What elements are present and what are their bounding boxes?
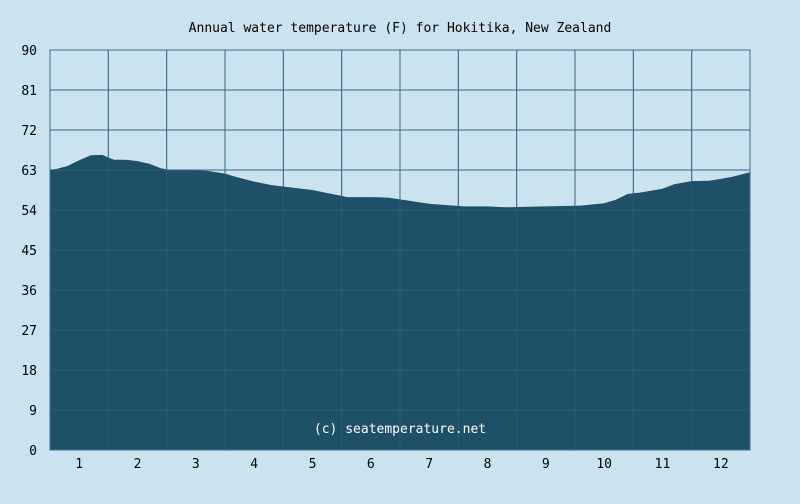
x-tick-label: 7 [425,457,433,472]
y-tick-label: 9 [29,404,37,419]
x-tick-label: 5 [309,457,317,472]
chart-title: Annual water temperature (F) for Hokitik… [189,21,612,36]
grid-overlay [49,49,751,451]
y-tick-label: 27 [21,324,37,339]
x-axis-ticks: 1 2 3 4 5 6 7 8 9 10 11 12 [75,457,728,472]
plot-frame [49,49,751,451]
x-tick-label: 9 [542,457,550,472]
y-tick-label: 0 [29,444,37,459]
y-tick-label: 72 [21,124,37,139]
y-tick-label: 45 [21,244,37,259]
y-tick-label: 63 [21,164,37,179]
x-tick-label: 4 [250,457,258,472]
x-tick-label: 12 [713,457,729,472]
y-tick-label: 18 [21,364,37,379]
y-tick-label: 90 [21,44,37,59]
x-tick-label: 11 [655,457,671,472]
y-tick-label: 36 [21,284,37,299]
x-tick-label: 10 [596,457,612,472]
y-tick-label: 81 [21,84,37,99]
x-tick-label: 2 [134,457,142,472]
watermark-text: (c) seatemperature.net [314,422,486,437]
x-tick-label: 3 [192,457,200,472]
y-tick-label: 54 [21,204,37,219]
x-tick-label: 1 [75,457,83,472]
x-tick-label: 8 [484,457,492,472]
x-tick-label: 6 [367,457,375,472]
y-axis-ticks: 0 9 18 27 36 45 54 63 72 81 90 [21,44,37,459]
